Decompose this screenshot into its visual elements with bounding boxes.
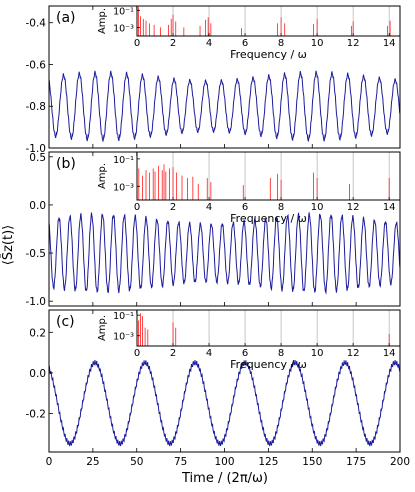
inset-background	[137, 310, 400, 346]
data-trace	[48, 360, 401, 447]
inset-x-tick-label: 0	[134, 38, 140, 49]
inset-x-tick-label: 8	[278, 202, 284, 213]
x-tick-label: 175	[346, 456, 366, 468]
inset-x-tick-label: 6	[242, 348, 248, 359]
x-tick-label: 25	[86, 456, 99, 468]
inset-y-label: Amp.	[97, 315, 108, 341]
x-tick-label: 0	[46, 456, 53, 468]
y-tick-label: 0.0	[29, 368, 46, 380]
inset-spectrum: 0 2 4 6 8 10 12 14 10⁻¹ 10⁻³ Amp. Frequency / ω	[97, 5, 401, 61]
y-tick-label: -1.0	[26, 296, 47, 308]
inset-y-label: Amp.	[97, 8, 108, 34]
inset-x-tick-label: 2	[170, 38, 176, 49]
inset-x-tick-label: 12	[347, 348, 360, 359]
panel-label: (b)	[56, 156, 76, 172]
y-tick-label: 0.2	[29, 327, 46, 339]
inset-background	[137, 6, 400, 36]
x-tick-label: 100	[214, 456, 234, 468]
y-tick-label: -0.4	[26, 18, 47, 30]
inset-y-tick-label: 10⁻³	[113, 332, 134, 343]
panel-label: (c)	[56, 314, 75, 330]
inset-x-label: Frequency / ω	[230, 48, 307, 61]
inset-y-tick-label: 10⁻¹	[113, 6, 134, 17]
inset-y-tick-label: 10⁻³	[113, 23, 134, 34]
y-axis-label: ⟨Ŝz(t)⟩	[0, 225, 16, 265]
inset-frame	[136, 151, 401, 201]
inset-x-tick-label: 14	[383, 348, 396, 359]
x-tick-label: 150	[302, 456, 322, 468]
inset-frame	[136, 5, 401, 37]
inset-x-label: Frequency / ω	[230, 358, 307, 371]
inset-x-tick-label: 14	[383, 202, 396, 213]
inset-y-tick-label: 10⁻³	[113, 182, 134, 193]
y-tick-label: -1.0	[26, 143, 47, 155]
data-trace	[48, 212, 401, 295]
panel-label: (a)	[56, 10, 76, 26]
panel-3: 0.2 0.0 -0.2 0 25 50 75 100 125 150 175 200 (c) 0 2 4 6 8…	[26, 309, 410, 468]
inset-y-tick-label: 10⁻¹	[113, 311, 134, 322]
x-tick-label: 75	[174, 456, 187, 468]
x-tick-label: 50	[130, 456, 143, 468]
inset-x-tick-label: 6	[242, 38, 248, 49]
y-tick-label: -0.2	[26, 408, 47, 420]
inset-x-tick-label: 2	[170, 348, 176, 359]
data-trace	[48, 70, 401, 142]
inset-x-tick-label: 4	[206, 202, 212, 213]
inset-spectrum: 0 2 4 6 8 10 12 14 10⁻¹ 10⁻³ Amp. Frequency / ω	[97, 151, 401, 225]
y-tick-label: -0.6	[26, 59, 47, 71]
inset-frame	[136, 309, 401, 347]
panel-1: -0.4 -0.6 -0.8 -1.0 (a) 0 2 4 6 8 10 12 14 10⁻¹ 10⁻³ Am…	[26, 5, 401, 155]
inset-x-tick-label: 0	[134, 202, 140, 213]
y-tick-label: 0.0	[29, 200, 46, 212]
inset-x-tick-label: 2	[170, 202, 176, 213]
inset-x-tick-label: 10	[311, 38, 324, 49]
inset-x-tick-label: 8	[278, 38, 284, 49]
x-tick-label: 125	[258, 456, 278, 468]
inset-x-tick-label: 4	[206, 348, 212, 359]
x-axis-label: Time / (2π/ω)	[181, 471, 268, 486]
inset-background	[137, 152, 400, 200]
y-tick-label: -0.8	[26, 101, 47, 113]
panel-2: 0.5 0.0 -0.5 -1.0 (b) 0 2 4 6 8 10 12 14 10⁻¹ 10⁻³ Amp.…	[26, 151, 401, 308]
x-tick-label: 200	[390, 456, 410, 468]
inset-x-tick-label: 12	[347, 38, 360, 49]
inset-spectrum: 0 2 4 6 8 10 12 14 10⁻¹ 10⁻³ Amp. Frequency / ω	[97, 309, 401, 371]
inset-x-tick-label: 6	[242, 202, 248, 213]
inset-y-label: Amp.	[97, 163, 108, 189]
inset-x-tick-label: 12	[347, 202, 360, 213]
y-tick-label: -0.5	[26, 248, 47, 260]
inset-x-tick-label: 8	[278, 348, 284, 359]
inset-y-tick-label: 10⁻¹	[113, 155, 134, 166]
inset-x-tick-label: 4	[206, 38, 212, 49]
inset-x-tick-label: 14	[383, 38, 396, 49]
inset-x-tick-label: 10	[311, 348, 324, 359]
inset-x-label: Frequency / ω	[230, 212, 307, 225]
inset-x-tick-label: 10	[311, 202, 324, 213]
y-tick-label: 0.5	[29, 152, 46, 164]
inset-x-tick-label: 0	[134, 348, 140, 359]
